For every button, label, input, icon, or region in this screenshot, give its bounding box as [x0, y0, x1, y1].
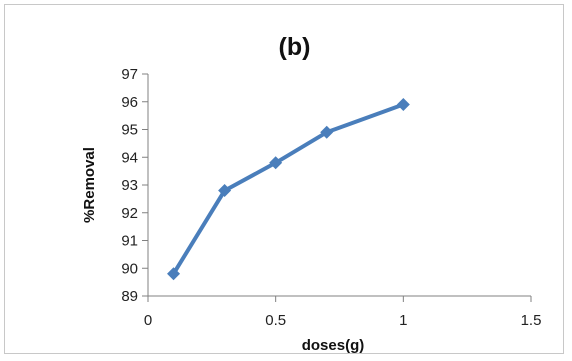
data-point [396, 98, 410, 112]
y-tick-label: 96 [121, 94, 138, 111]
series-line [171, 102, 406, 276]
data-point [218, 184, 232, 198]
x-axis-tick-labels: 0 0.5 1 1.5 [144, 312, 542, 329]
chart-title: (b) [279, 33, 311, 61]
y-tick-label: 92 [121, 205, 138, 222]
data-point [167, 267, 181, 281]
x-tick-label: 1 [399, 312, 407, 329]
y-axis-title: %Removal [81, 147, 98, 223]
x-tick-label: 0.5 [265, 312, 286, 329]
y-tick-label: 97 [121, 66, 138, 83]
data-point [269, 156, 283, 170]
series-group [167, 98, 410, 281]
y-tick-label: 90 [121, 260, 138, 277]
y-tick-label: 89 [121, 288, 138, 305]
y-tick-label: 94 [121, 149, 138, 166]
y-axis-ticks [142, 73, 148, 297]
x-axis-title: doses(g) [302, 337, 365, 354]
x-axis-ticks [147, 296, 532, 302]
y-tick-label: 91 [121, 233, 138, 250]
y-tick-label: 95 [121, 122, 138, 139]
x-tick-label: 0 [144, 312, 152, 329]
y-axis-tick-labels: 89 90 91 92 93 94 95 96 97 [121, 66, 138, 305]
x-tick-label: 1.5 [521, 312, 542, 329]
data-point [320, 125, 334, 139]
y-tick-label: 93 [121, 177, 138, 194]
